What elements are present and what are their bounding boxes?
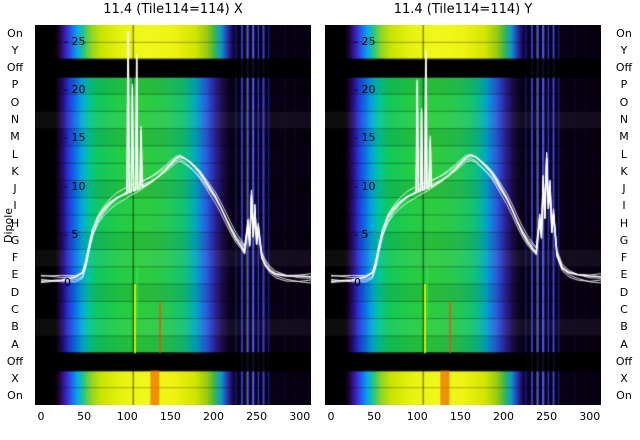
x-tick-p1-250: 250 (536, 410, 558, 423)
inner-right-tick-15: 15 (295, 131, 309, 145)
row-label-left-4: O (10, 95, 20, 109)
row-label-right-12: G (619, 233, 629, 247)
row-label-left-14: E (11, 268, 19, 282)
x-tick-p1-300: 300 (579, 410, 601, 423)
row-label-right-2: Off (615, 61, 633, 75)
x-tick-p1-150: 150 (449, 410, 471, 423)
row-labels-right: On Y Off P O N M L K J I H G F E D C B A Off X On (609, 0, 639, 440)
panel-x-title: 11.4 (Tile114=114) X (103, 2, 243, 17)
row-label-left-13: F (11, 251, 19, 265)
inner-left-tick-p1-- 10: - 10 (354, 179, 376, 193)
row-label-right-19: Off (615, 354, 633, 368)
row-label-left-20: X (11, 372, 19, 386)
inner-left-tick-p0-- 25: - 25 (64, 35, 86, 48)
x-tick-p0-300: 300 (289, 410, 311, 423)
row-label-right-1: Y (620, 43, 628, 57)
inner-left-tick-p1-0: 0 (354, 276, 361, 289)
row-label-left-18: A (11, 337, 19, 351)
row-label-left-16: C (11, 303, 19, 316)
row-label-left-11: H (10, 216, 20, 230)
x-tick-p0-100: 100 (116, 410, 138, 423)
row-label-right-3: P (620, 78, 628, 92)
heatmap-panel-x (35, 25, 311, 405)
x-tick-p0-200: 200 (203, 410, 224, 423)
x-tick-p1-100: 100 (406, 410, 428, 423)
x-tick-p0-0: 0 (37, 410, 45, 423)
row-label-left-3: P (11, 78, 19, 92)
row-label-right-20: X (620, 372, 628, 386)
row-label-left-6: M (10, 130, 20, 144)
row-label-left-21: On (7, 389, 23, 403)
row-label-right-7: L (620, 147, 628, 161)
row-label-right-21: On (616, 389, 632, 403)
row-label-right-0: On (616, 26, 632, 40)
row-label-left-2: Off (6, 61, 24, 75)
row-label-left-9: J (13, 182, 17, 196)
row-label-left-1: Y (11, 43, 19, 57)
row-label-right-5: N (619, 113, 629, 126)
inner-left-tick-p0-0: 0 (64, 276, 71, 289)
inner-left-tick-p1-- 25: - 25 (354, 35, 376, 48)
inner-left-tick-p1-- 20: - 20 (354, 83, 376, 97)
row-label-left-8: K (11, 164, 19, 178)
heatmap-panel-y (325, 25, 601, 405)
inner-left-tick-p0-- 10: - 10 (64, 179, 86, 193)
inner-left-tick-p0-- 20: - 20 (64, 83, 86, 97)
row-label-left-5: N (10, 113, 20, 126)
row-label-left-10: I (13, 199, 17, 213)
x-tick-p1-50: 50 (367, 410, 382, 423)
inner-left-tick-p1-- 5: - 5 (354, 227, 369, 241)
x-tick-p1-0: 0 (327, 410, 335, 423)
row-label-right-10: I (622, 199, 626, 213)
row-label-right-15: D (619, 285, 629, 299)
inner-right-tick-5: 5 (302, 227, 309, 241)
row-label-right-4: O (619, 95, 629, 109)
inner-left-tick-p0-- 5: - 5 (64, 227, 79, 241)
inner-left-tick-p0-- 15: - 15 (64, 131, 86, 145)
row-label-right-9: J (622, 182, 626, 196)
row-label-left-0: On (7, 26, 23, 40)
row-label-right-18: A (620, 337, 628, 351)
inner-right-tick-10: 10 (295, 179, 309, 193)
panel-y-title: 11.4 (Tile114=114) Y (393, 2, 533, 17)
row-label-right-16: C (620, 303, 628, 316)
x-tick-p1-200: 200 (493, 410, 514, 423)
inner-right-tick-20: 20 (295, 83, 309, 97)
x-tick-p0-250: 250 (246, 410, 268, 423)
x-tick-p0-50: 50 (77, 410, 92, 423)
row-label-left-7: L (11, 147, 19, 161)
row-label-right-11: H (619, 216, 629, 230)
x-tick-p0-150: 150 (159, 410, 181, 423)
row-label-left-19: Off (6, 354, 24, 368)
row-labels-left: On Y Off P O N M L K J I H G F E D C B A Off X On (0, 0, 30, 440)
row-label-left-17: B (11, 320, 19, 334)
row-label-right-6: M (619, 130, 629, 144)
row-label-left-15: D (10, 285, 20, 299)
row-label-right-13: F (620, 251, 628, 265)
row-label-right-17: B (620, 320, 628, 334)
inner-right-tick-25: 25 (295, 35, 309, 48)
row-label-left-12: G (10, 233, 20, 247)
row-label-right-8: K (620, 164, 628, 178)
row-label-right-14: E (620, 268, 628, 282)
inner-left-tick-p1-- 15: - 15 (354, 131, 376, 145)
